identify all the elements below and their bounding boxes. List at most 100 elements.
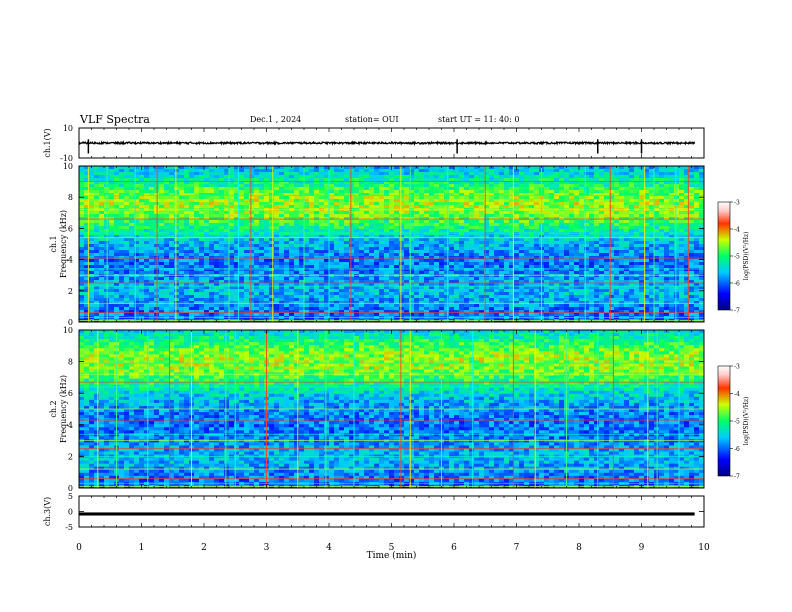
psd-cell xyxy=(619,172,625,176)
psd-cell xyxy=(359,247,365,251)
psd-cell xyxy=(554,175,560,179)
psd-cell xyxy=(289,220,295,224)
psd-cell xyxy=(124,223,130,227)
psd-cell xyxy=(299,205,305,209)
psd-cell xyxy=(109,283,115,287)
psd-cell xyxy=(304,169,310,173)
psd-cell xyxy=(164,259,170,263)
psd-cell xyxy=(244,190,250,194)
psd-cell xyxy=(649,274,655,278)
psd-cell xyxy=(404,202,410,206)
psd-cell xyxy=(199,265,205,269)
psd-cell xyxy=(469,271,475,275)
psd-cell xyxy=(609,196,615,200)
psd-cell xyxy=(574,241,580,245)
psd-cell xyxy=(424,169,430,173)
psd-cell xyxy=(129,253,135,257)
psd-cell xyxy=(384,181,390,185)
psd-cell xyxy=(294,169,300,173)
psd-cell xyxy=(389,211,395,215)
psd-cell xyxy=(99,265,105,269)
psd-cell xyxy=(109,277,115,281)
psd-cell xyxy=(334,199,340,203)
psd-cell xyxy=(639,223,645,227)
psd-cell xyxy=(629,271,635,275)
psd-cell xyxy=(249,193,255,197)
psd-cell xyxy=(159,265,165,269)
psd-cell xyxy=(439,190,445,194)
psd-cell xyxy=(509,166,515,170)
psd-cell xyxy=(679,175,685,179)
psd-cell xyxy=(449,199,455,203)
psd-cell xyxy=(524,196,530,200)
psd-cell xyxy=(624,229,630,233)
psd-cell xyxy=(449,226,455,230)
psd-cell xyxy=(234,268,240,272)
psd-cell xyxy=(109,274,115,278)
psd-cell xyxy=(84,205,90,209)
psd-cell xyxy=(289,193,295,197)
psd-cell xyxy=(374,226,380,230)
psd-cell xyxy=(589,220,595,224)
psd-cell xyxy=(439,169,445,173)
psd-cell xyxy=(199,223,205,227)
psd-cell xyxy=(179,205,185,209)
psd-cell xyxy=(634,250,640,254)
psd-cell xyxy=(444,235,450,239)
psd-cell xyxy=(94,211,100,215)
psd-cell xyxy=(444,244,450,248)
psd-cell xyxy=(119,166,125,170)
psd-cell xyxy=(239,250,245,254)
psd-cell xyxy=(194,184,200,188)
psd-cell xyxy=(139,277,145,281)
psd-cell xyxy=(189,223,195,227)
psd-cell xyxy=(404,196,410,200)
psd-cell xyxy=(94,184,100,188)
psd-cell xyxy=(364,265,370,269)
psd-cell xyxy=(259,166,265,170)
psd-cell xyxy=(674,205,680,209)
psd-cell xyxy=(599,226,605,230)
psd-cell xyxy=(279,241,285,245)
psd-cell xyxy=(419,169,425,173)
psd-cell xyxy=(289,199,295,203)
psd-cell xyxy=(124,235,130,239)
psd-cell xyxy=(609,250,615,254)
psd-cell xyxy=(514,187,520,191)
psd-cell xyxy=(299,235,305,239)
psd-cell xyxy=(364,229,370,233)
psd-cell xyxy=(294,220,300,224)
psd-cell xyxy=(284,232,290,236)
psd-cell xyxy=(684,238,690,242)
psd-cell xyxy=(614,235,620,239)
psd-cell xyxy=(604,184,610,188)
psd-cell xyxy=(184,190,190,194)
psd-cell xyxy=(569,238,575,242)
psd-cell xyxy=(259,226,265,230)
psd-cell xyxy=(379,244,385,248)
psd-cell xyxy=(309,277,315,281)
psd-cell xyxy=(299,244,305,248)
psd-cell xyxy=(684,196,690,200)
psd-cell xyxy=(194,274,200,278)
psd-cell xyxy=(274,268,280,272)
psd-cell xyxy=(304,184,310,188)
psd-cell xyxy=(374,244,380,248)
psd-cell xyxy=(649,220,655,224)
psd-cell xyxy=(564,181,570,185)
psd-cell xyxy=(494,241,500,245)
psd-cell xyxy=(244,247,250,251)
psd-cell xyxy=(129,277,135,281)
psd-cell xyxy=(594,235,600,239)
psd-cell xyxy=(79,235,85,239)
psd-cell xyxy=(489,172,495,176)
psd-cell xyxy=(614,202,620,206)
psd-cell xyxy=(644,229,650,233)
psd-cell xyxy=(329,280,335,284)
psd-cell xyxy=(694,205,700,209)
psd-cell xyxy=(604,232,610,236)
psd-cell xyxy=(459,172,465,176)
psd-cell xyxy=(179,199,185,203)
psd-cell xyxy=(269,247,275,251)
psd-cell xyxy=(394,169,400,173)
